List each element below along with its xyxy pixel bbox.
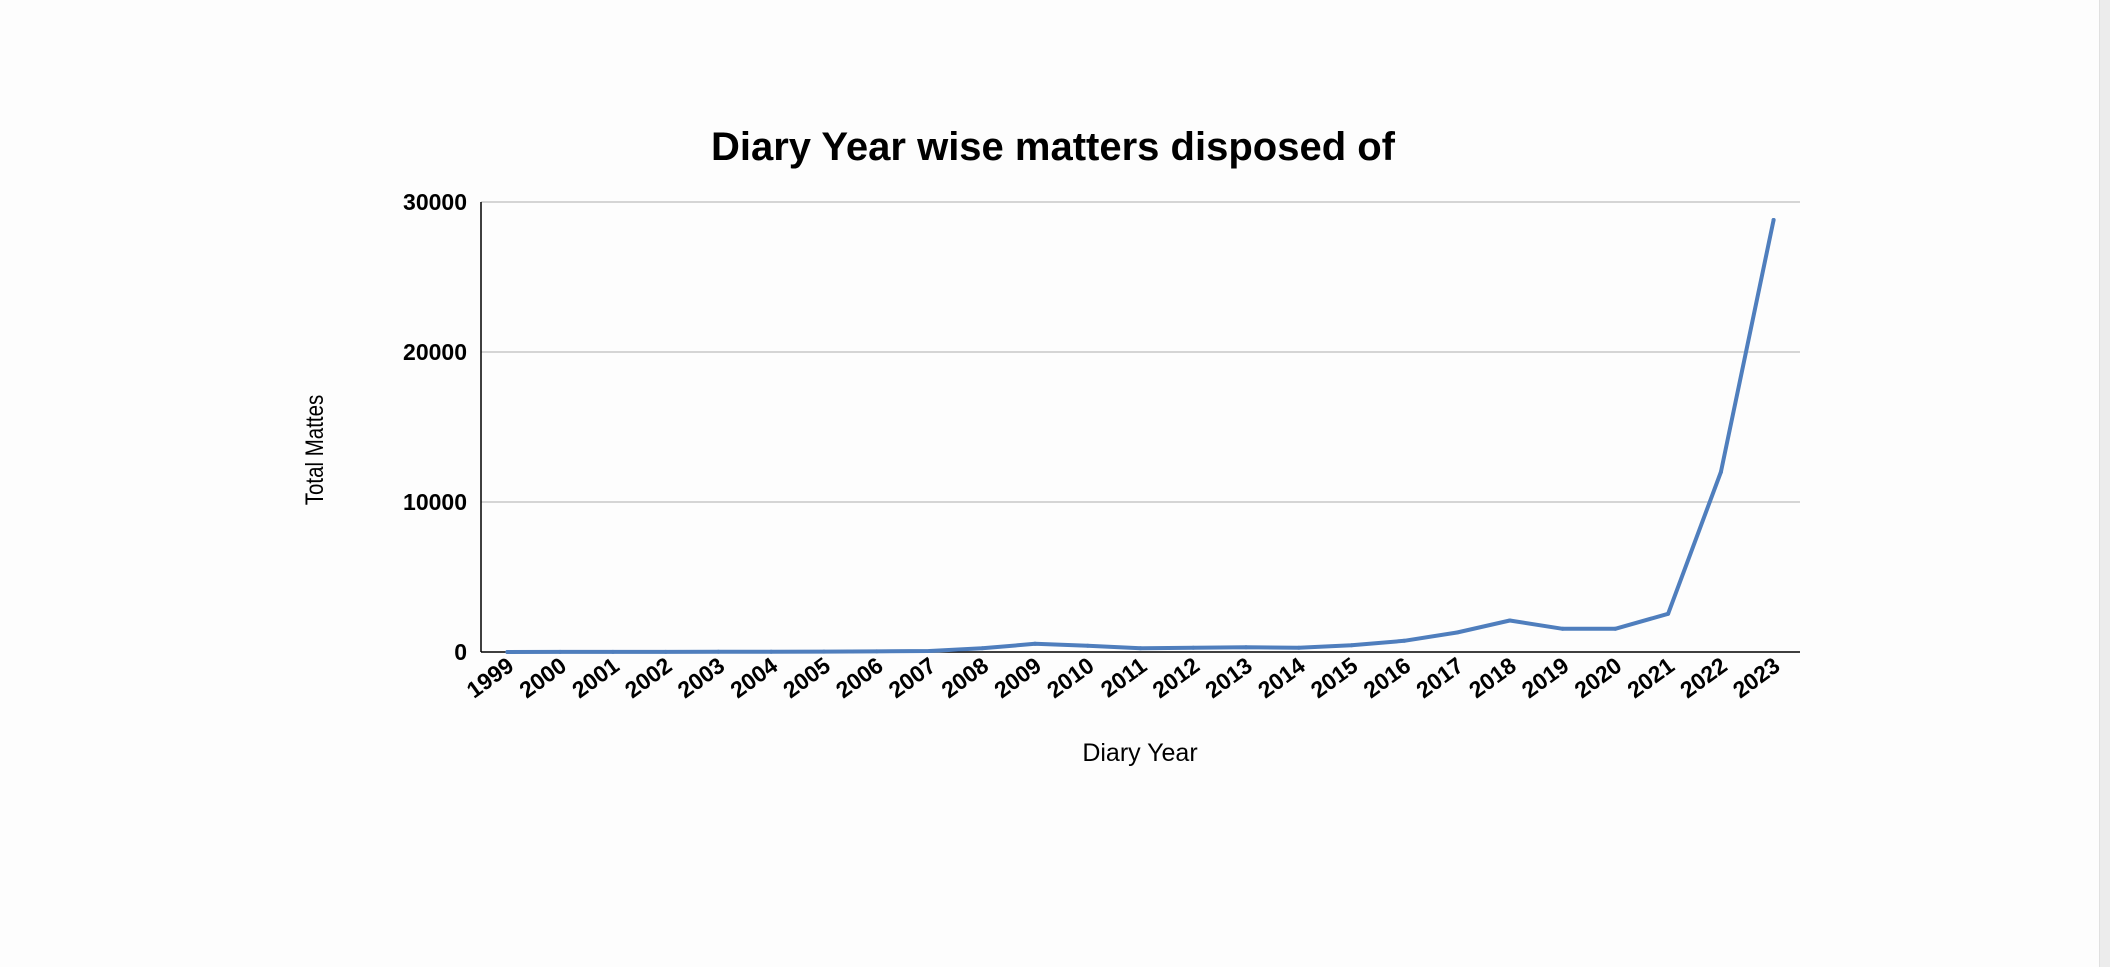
y-axis-label: Total Mattes: [300, 395, 328, 506]
data-point-2003: [716, 649, 721, 654]
x-tick-label: 2017: [1411, 652, 1468, 703]
data-point-2008: [980, 646, 985, 651]
axes: [480, 202, 1800, 653]
x-tick-label: 2005: [778, 652, 835, 703]
data-point-2023: [1771, 218, 1776, 222]
data-point-2017: [1455, 630, 1460, 635]
x-tick-label: 2015: [1306, 652, 1363, 703]
x-tick-label: 2010: [1042, 652, 1099, 703]
data-point-2022: [1718, 470, 1723, 474]
data-point-2002: [663, 649, 668, 654]
x-tick-label: 2011: [1096, 652, 1152, 702]
data-point-2006: [874, 649, 879, 654]
data-point-2018: [1507, 618, 1512, 623]
series-line: [505, 218, 1776, 654]
x-tick-labels: 1999200020012002200320042005200620072008…: [462, 652, 1785, 703]
data-point-2020: [1613, 626, 1618, 631]
x-tick-label: 2021: [1622, 652, 1679, 703]
data-point-2007: [927, 649, 932, 653]
x-tick-label: 2022: [1675, 652, 1732, 703]
data-point-2001: [610, 649, 615, 654]
x-tick-label: 2012: [1148, 652, 1205, 703]
x-tick-label: 2007: [884, 652, 941, 703]
data-point-2019: [1560, 626, 1565, 631]
data-point-2013: [1244, 645, 1248, 650]
data-point-2021: [1666, 611, 1671, 616]
data-point-2005: [821, 649, 826, 654]
x-tick-label: 2020: [1570, 652, 1627, 703]
x-tick-label: 2013: [1200, 652, 1257, 703]
data-point-2012: [1191, 645, 1196, 650]
x-tick-label: 2001: [567, 652, 624, 703]
data-point-2004: [769, 649, 774, 654]
window-scrollbar[interactable]: [2099, 0, 2110, 967]
x-tick-label: 2008: [936, 652, 993, 703]
chart-title: Diary Year wise matters disposed of: [711, 125, 1396, 169]
y-tick-labels: 0 10000 20000 30000: [403, 189, 467, 665]
x-tick-label: 2006: [831, 652, 888, 703]
y-tick-label: 30000: [403, 189, 467, 215]
x-tick-label: 2014: [1253, 652, 1310, 703]
data-point-2014: [1296, 645, 1301, 650]
x-tick-label: 2000: [514, 652, 571, 703]
x-tick-label: 2018: [1464, 652, 1521, 703]
data-point-1999: [505, 650, 510, 654]
x-tick-label: 2009: [989, 652, 1046, 703]
y-tick-label: 20000: [403, 339, 467, 365]
x-tick-label: 1999: [462, 652, 519, 703]
data-point-2016: [1402, 638, 1407, 643]
x-tick-label: 2019: [1517, 652, 1574, 703]
x-tick-label: 2016: [1359, 652, 1416, 703]
data-point-2015: [1349, 643, 1354, 648]
x-tick-label: 2023: [1728, 652, 1785, 703]
y-tick-label: 0: [454, 639, 467, 665]
x-axis-label: Diary Year: [1082, 739, 1197, 767]
x-tick-label: 2002: [620, 652, 677, 703]
data-point-2000: [558, 649, 563, 654]
y-tick-label: 10000: [403, 489, 467, 515]
series-layer: [505, 218, 1776, 654]
data-point-2009: [1033, 641, 1037, 646]
data-point-2011: [1138, 646, 1143, 651]
data-point-2010: [1085, 643, 1090, 648]
x-tick-label: 2004: [725, 652, 782, 703]
gridlines: [481, 201, 1800, 503]
x-tick-label: 2003: [673, 652, 730, 703]
